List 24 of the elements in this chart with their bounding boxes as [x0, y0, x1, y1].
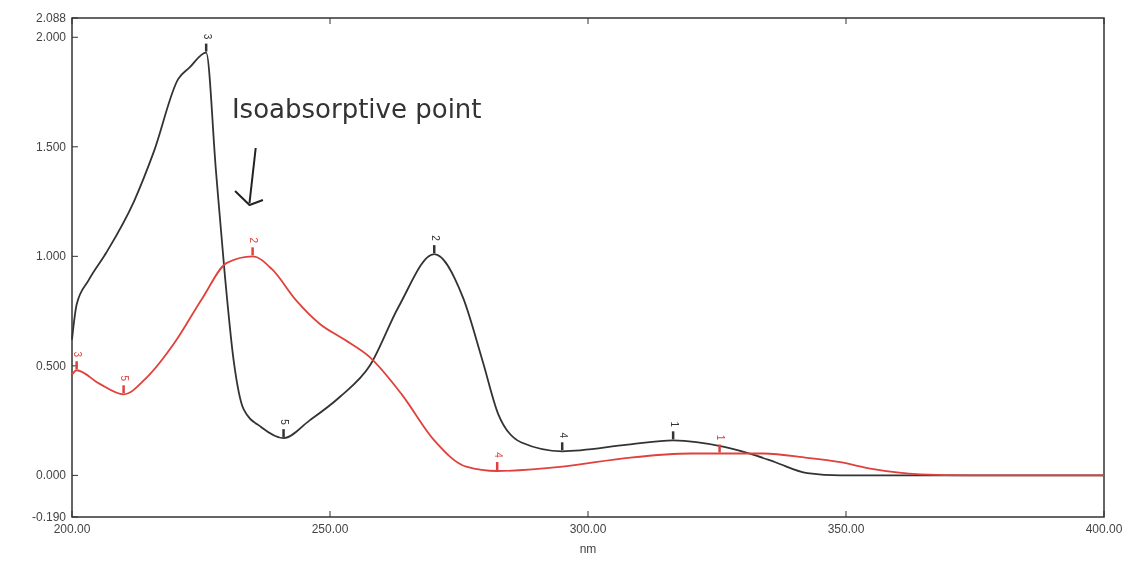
annotation: Isoabsorptive point: [231, 94, 482, 124]
annotation: 1: [668, 421, 680, 428]
annotation: 1: [714, 434, 726, 441]
y-tick-label: 2.088: [35, 11, 67, 25]
y-tick-label: -0.190: [31, 510, 67, 524]
annotation: 3: [201, 33, 213, 40]
annotation: 2: [247, 237, 259, 244]
y-tick-label: 1.000: [35, 249, 67, 264]
y-tick-label: 2.000: [35, 30, 67, 45]
annotation: 4: [557, 432, 569, 439]
x-tick-label: 250.00: [311, 522, 349, 536]
annotation: 2: [429, 235, 441, 242]
x-tick-label: 400.00: [1085, 522, 1123, 536]
annotation: 3: [72, 351, 83, 358]
annotation: 5: [118, 375, 130, 382]
x-tick-label: 300.00: [569, 522, 607, 536]
y-tick-label: 1.500: [35, 139, 67, 154]
y-tick-label: 0.000: [35, 468, 67, 483]
x-axis-title: nm: [579, 542, 597, 556]
x-tick-label: 350.00: [827, 522, 865, 536]
y-tick-label: 0.500: [35, 358, 67, 373]
x-tick-label: 200.00: [53, 522, 91, 536]
annotation: 5: [278, 419, 290, 426]
annotation: 4: [492, 452, 504, 459]
